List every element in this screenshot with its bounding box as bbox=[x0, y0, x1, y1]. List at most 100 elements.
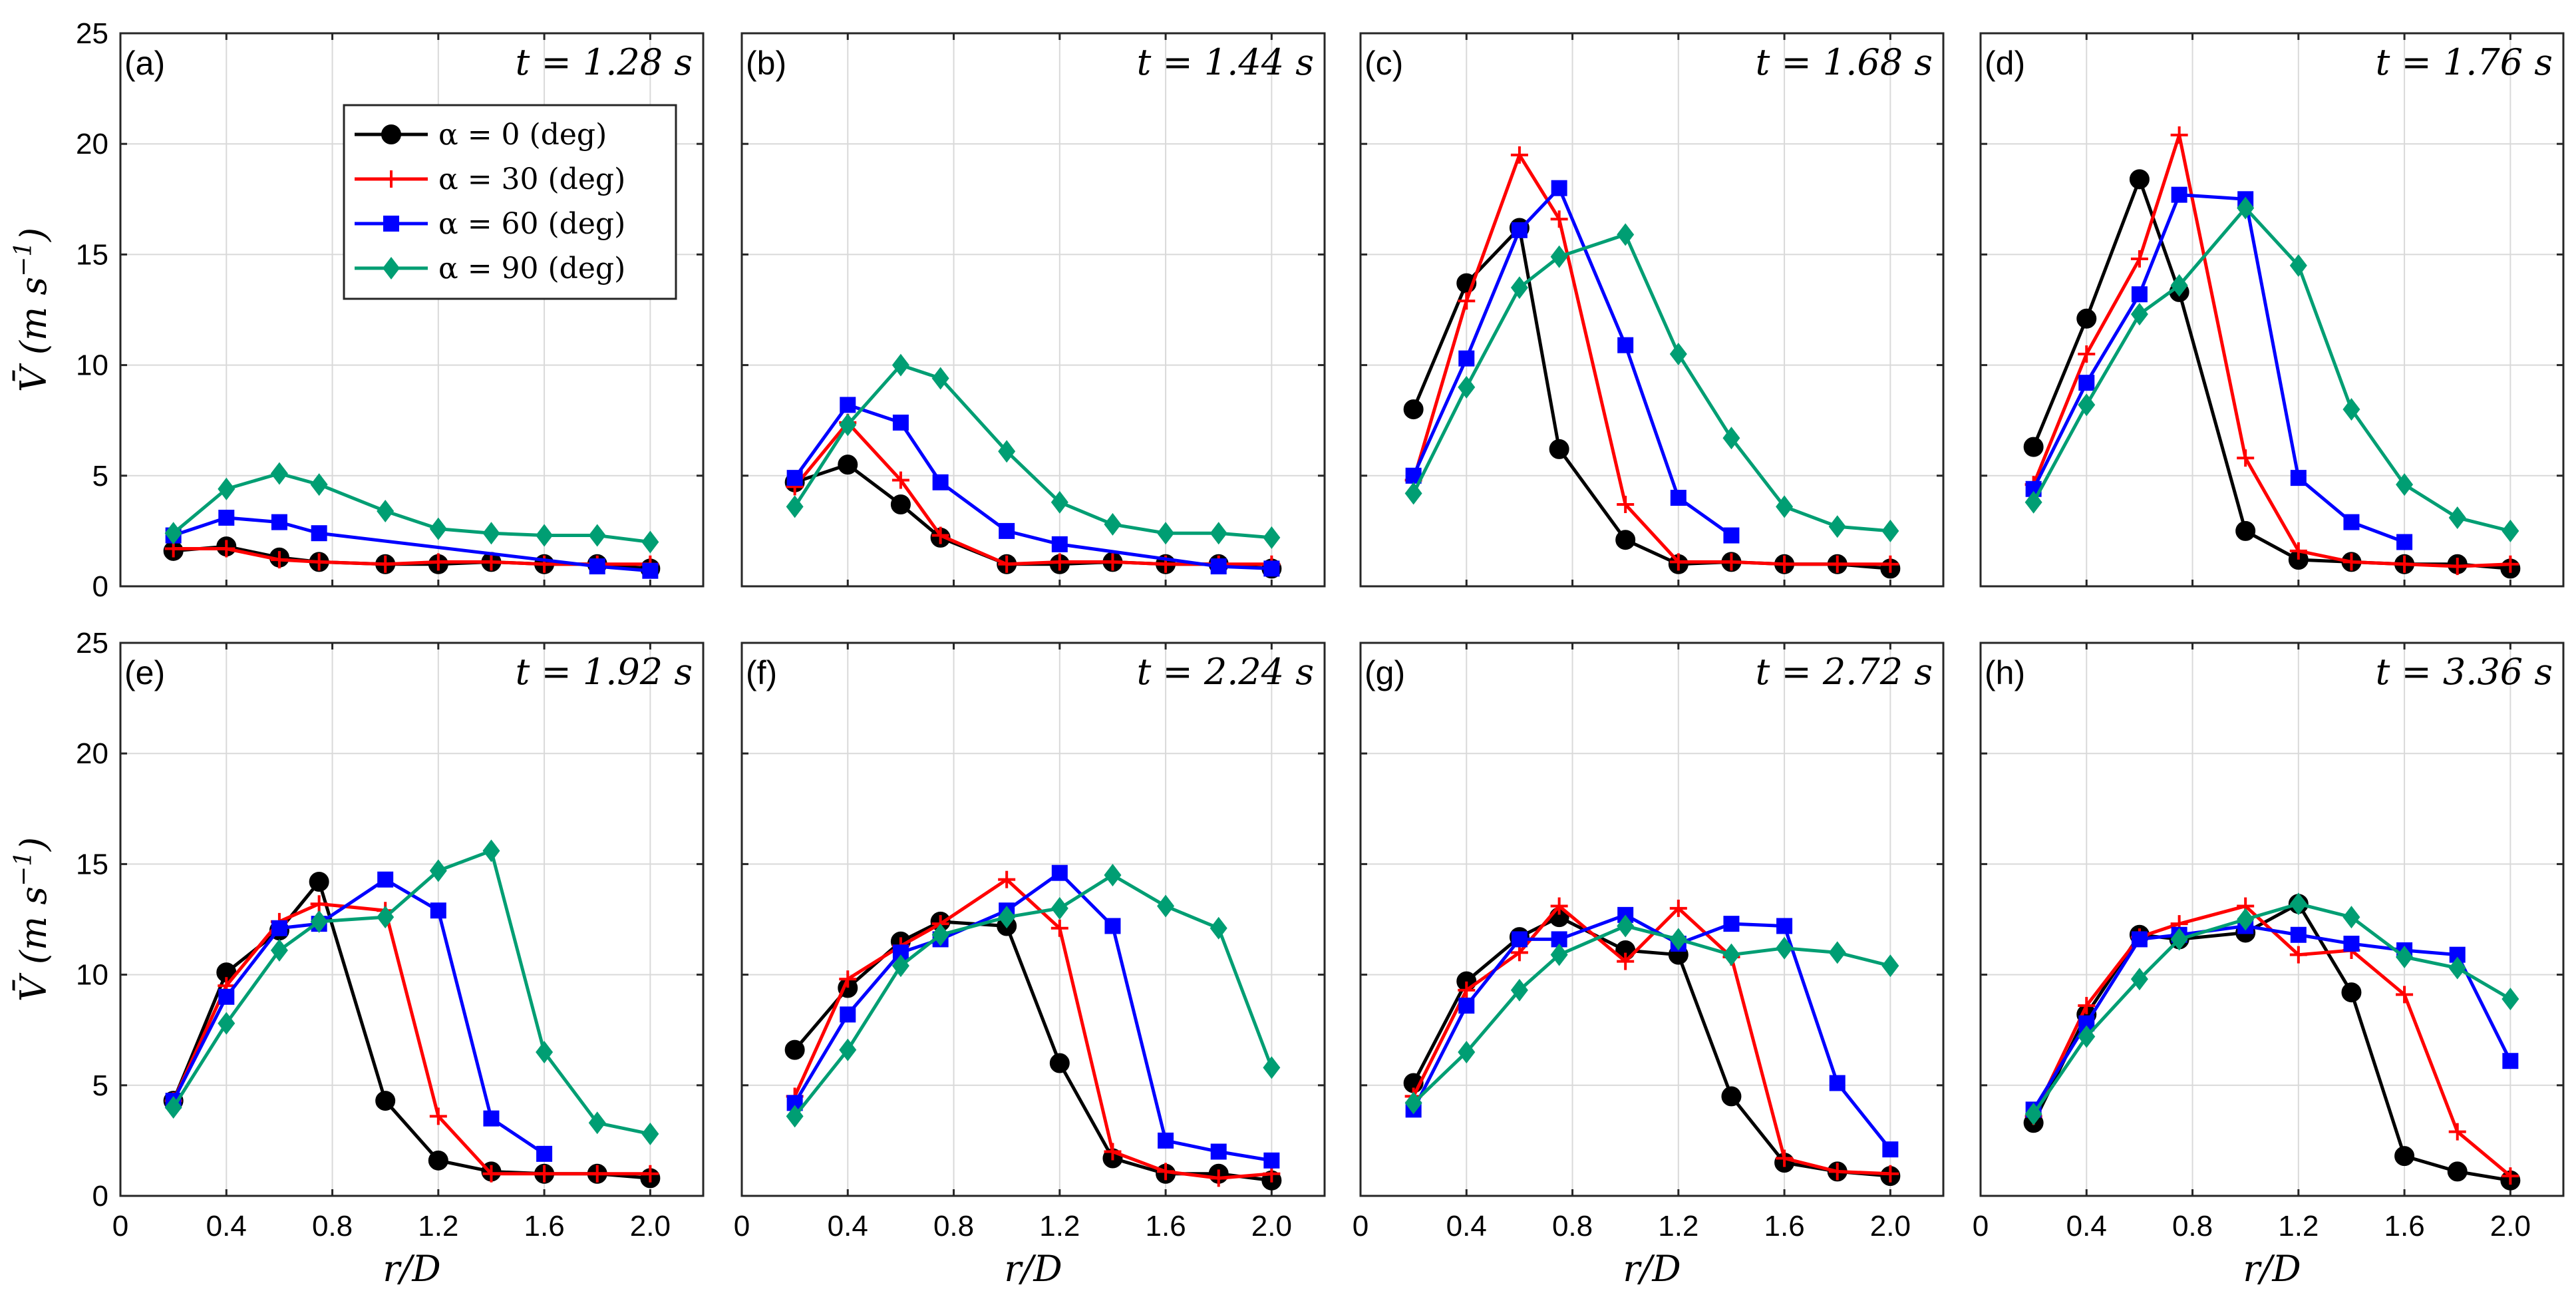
data-point bbox=[1458, 375, 1476, 399]
data-point bbox=[218, 477, 236, 500]
data-point bbox=[786, 1105, 804, 1128]
y-tick-label: 10 bbox=[76, 959, 108, 992]
time-label: t = 2.24 s bbox=[1137, 651, 1314, 693]
legend-label: α = 0 (deg) bbox=[438, 118, 607, 152]
x-tick-label: 2.0 bbox=[1870, 1210, 1911, 1242]
data-point bbox=[377, 555, 395, 573]
data-point bbox=[891, 954, 909, 978]
series-alpha-60 bbox=[786, 397, 1280, 577]
series-line bbox=[172, 516, 651, 573]
legend-label: α = 60 (deg) bbox=[438, 207, 625, 241]
series-line bbox=[1412, 153, 1891, 566]
series-alpha-90 bbox=[1404, 914, 1899, 1115]
data-point bbox=[2396, 473, 2414, 496]
data-point bbox=[1828, 515, 1846, 538]
data-point bbox=[429, 517, 447, 540]
series-line bbox=[1412, 232, 1891, 533]
data-point bbox=[2235, 520, 2256, 541]
data-point bbox=[1617, 223, 1635, 246]
data-point bbox=[1510, 978, 1528, 1002]
data-point bbox=[218, 1012, 236, 1035]
data-point bbox=[786, 495, 804, 518]
data-point bbox=[310, 895, 328, 913]
data-point bbox=[2170, 928, 2188, 951]
x-tick-label: 0 bbox=[112, 1210, 128, 1242]
x-tick-label: 0.8 bbox=[1552, 1210, 1593, 1242]
data-point bbox=[1722, 943, 1740, 966]
series-line bbox=[2032, 133, 2511, 568]
data-point bbox=[1722, 553, 1740, 571]
data-point bbox=[377, 906, 395, 929]
axes-frame bbox=[1359, 642, 1945, 1197]
data-point bbox=[483, 1110, 500, 1127]
data-point bbox=[1050, 553, 1068, 571]
data-point bbox=[840, 397, 856, 413]
data-point bbox=[2024, 490, 2042, 514]
data-point bbox=[377, 871, 394, 888]
data-point bbox=[1050, 490, 1068, 514]
data-point bbox=[1881, 1165, 1899, 1183]
data-point bbox=[1881, 555, 1899, 573]
data-point bbox=[536, 1165, 554, 1183]
panel-label: (g) bbox=[1365, 654, 1405, 691]
data-point bbox=[1158, 1132, 1174, 1149]
data-point bbox=[1263, 1056, 1281, 1079]
data-point bbox=[838, 455, 858, 475]
legend-label: α = 30 (deg) bbox=[438, 162, 625, 196]
series-alpha-90 bbox=[2024, 892, 2519, 1126]
data-point bbox=[310, 473, 328, 496]
panel-d: (d) t = 1.76 s bbox=[1979, 32, 2565, 588]
data-point bbox=[1403, 399, 1424, 420]
data-point bbox=[1104, 553, 1122, 571]
series-line bbox=[1412, 915, 1891, 1178]
series-line bbox=[2032, 193, 2405, 544]
y-tick-label: 20 bbox=[76, 128, 108, 160]
axes-frame bbox=[740, 32, 1326, 588]
time-label: t = 1.76 s bbox=[2376, 41, 2553, 83]
series-line bbox=[793, 878, 1272, 1180]
data-point bbox=[536, 524, 554, 547]
data-point bbox=[1157, 1163, 1175, 1181]
data-point bbox=[2023, 437, 2044, 457]
data-point bbox=[1550, 245, 1568, 268]
data-point bbox=[2290, 926, 2307, 943]
data-point bbox=[2448, 506, 2466, 529]
legend-marker bbox=[381, 124, 401, 144]
data-point bbox=[890, 494, 911, 515]
panel-c: (c) t = 1.68 s bbox=[1359, 32, 1945, 588]
y-axis-title-main: V̄ (m s bbox=[12, 886, 55, 1002]
data-point bbox=[931, 526, 949, 544]
legend-entry: α = 0 (deg) bbox=[355, 118, 607, 152]
data-point bbox=[931, 367, 949, 390]
x-tick-label: 0.4 bbox=[206, 1210, 247, 1242]
data-point bbox=[1776, 936, 1794, 960]
x-axis-title: r/D bbox=[383, 1248, 440, 1290]
y-tick-label: 25 bbox=[76, 627, 108, 659]
data-point bbox=[1669, 899, 1687, 917]
data-point bbox=[2447, 1161, 2468, 1182]
data-point bbox=[1404, 1091, 1422, 1115]
series-line bbox=[172, 878, 546, 1155]
y-tick-label: 20 bbox=[76, 737, 108, 770]
data-point bbox=[2502, 1053, 2519, 1069]
x-tick-label: 1.2 bbox=[1039, 1210, 1080, 1242]
series-alpha-90 bbox=[2024, 196, 2519, 542]
series-line bbox=[2032, 924, 2512, 1111]
data-point bbox=[1157, 894, 1175, 918]
data-point bbox=[1669, 553, 1687, 571]
y-axis-title: V̄ (m s−1) bbox=[10, 837, 55, 1002]
x-tick-label: 2.0 bbox=[630, 1210, 671, 1242]
data-point bbox=[786, 470, 803, 486]
data-point bbox=[1511, 222, 1528, 238]
legend-entry: α = 90 (deg) bbox=[355, 252, 625, 285]
plot-area bbox=[742, 33, 1325, 586]
data-point bbox=[1776, 1149, 1794, 1167]
panel-e: (e) t = 1.92 s 0 5 10 15 20 25 V̄ (m s−1) 0 0.4 0.8… bbox=[10, 627, 705, 1290]
data-point bbox=[641, 1122, 659, 1145]
data-point bbox=[377, 499, 395, 522]
data-point bbox=[642, 562, 659, 579]
data-point bbox=[536, 1040, 554, 1063]
series-line bbox=[2032, 206, 2511, 533]
data-point bbox=[1617, 914, 1635, 938]
panel-h: (h) t = 3.36 s 0 0.4 0.8 1.2 1.6 2.0 r/D bbox=[1973, 642, 2565, 1290]
